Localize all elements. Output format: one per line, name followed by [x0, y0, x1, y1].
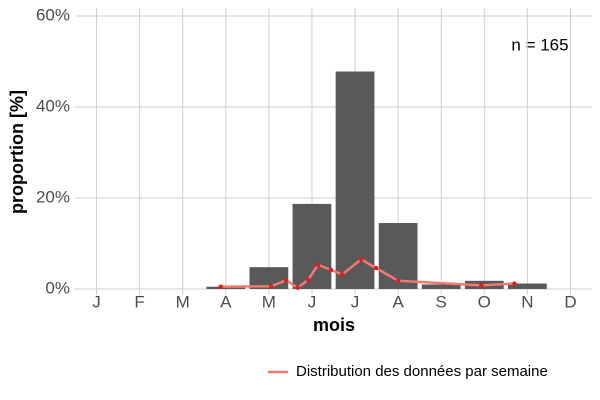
- y-axis-title: proportion [%]: [7, 90, 27, 214]
- bar: [507, 283, 547, 289]
- y-tick-label: 0%: [45, 278, 70, 297]
- point: [358, 257, 364, 262]
- x-tick-label: A: [220, 292, 232, 311]
- point: [395, 278, 401, 284]
- point: [283, 278, 289, 283]
- x-tick-label: M: [176, 292, 190, 311]
- bar: [378, 223, 418, 289]
- x-tick-label: J: [308, 292, 317, 311]
- x-tick-label: A: [392, 292, 404, 311]
- x-axis-title: mois: [313, 315, 355, 335]
- bar: [421, 284, 461, 289]
- y-tick-label: 60%: [36, 5, 70, 24]
- y-tick-label: 20%: [36, 187, 70, 206]
- x-tick-label: O: [478, 292, 491, 311]
- point: [373, 265, 379, 271]
- x-tick-label: J: [351, 292, 360, 311]
- y-tick-label: 40%: [36, 96, 70, 115]
- bar: [335, 71, 375, 289]
- point: [339, 272, 345, 277]
- x-tick-label: M: [262, 292, 276, 311]
- annotation: n = 165: [511, 35, 568, 54]
- point: [315, 262, 321, 268]
- x-tick-label: F: [134, 292, 144, 311]
- x-tick-label: S: [436, 292, 447, 311]
- point: [305, 277, 311, 283]
- point: [479, 283, 484, 288]
- point: [328, 267, 334, 273]
- point: [512, 281, 517, 286]
- x-tick-label: J: [92, 292, 101, 311]
- x-tick-label: N: [521, 292, 533, 311]
- legend-label: Distribution des données par semaine: [296, 363, 548, 380]
- point: [268, 284, 274, 289]
- point: [295, 285, 300, 290]
- x-tick-label: D: [564, 292, 576, 311]
- point: [218, 284, 223, 289]
